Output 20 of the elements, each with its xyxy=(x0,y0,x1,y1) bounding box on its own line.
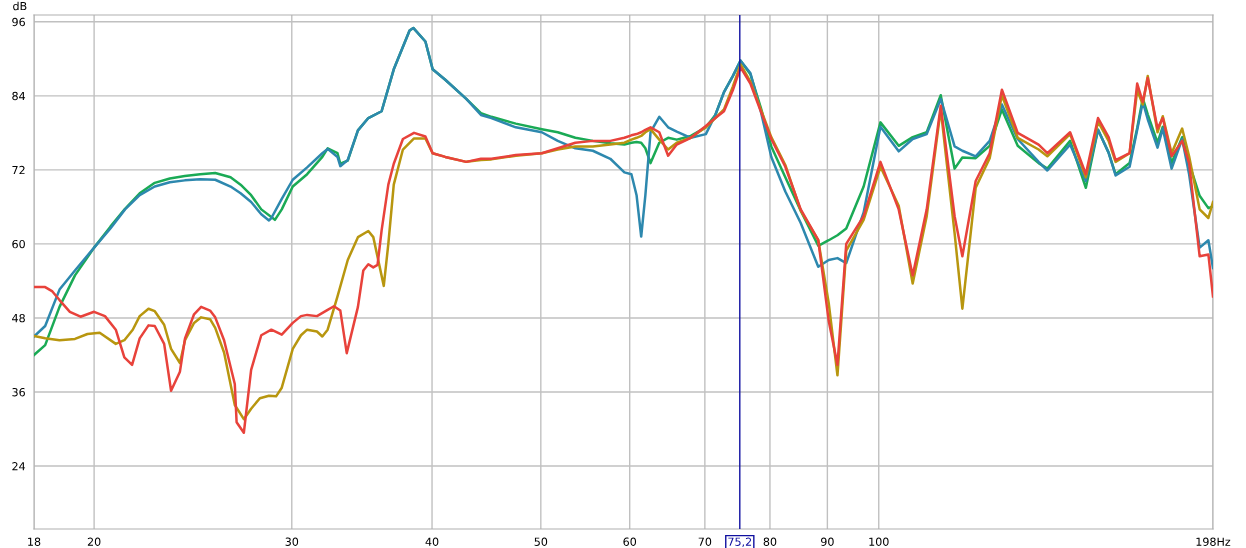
y-tick-label: 36 xyxy=(12,387,25,397)
x-tick-label: 80 xyxy=(763,537,777,546)
x-tick-label: 90 xyxy=(821,537,834,546)
x-tick-label: 198Hz xyxy=(1196,537,1231,546)
y-tick-label: 96 xyxy=(12,17,25,27)
x-tick-label: 30 xyxy=(285,537,299,546)
y-axis-title: dB xyxy=(13,1,27,11)
x-tick-label: 20 xyxy=(87,537,101,546)
x-tick-label: 100 xyxy=(869,537,889,546)
y-tick-label: 84 xyxy=(12,91,26,101)
y-tick-label: 48 xyxy=(12,313,25,323)
y-tick-label: 24 xyxy=(12,462,26,471)
x-tick-label: 40 xyxy=(425,537,439,546)
x-tick-label: 18 xyxy=(28,537,41,546)
x-tick-label: 70 xyxy=(698,537,712,546)
ref-line-label: 75,2 xyxy=(728,537,752,548)
x-tick-label: 50 xyxy=(534,537,548,546)
y-tick-label: 72 xyxy=(12,165,25,175)
y-tick-label: 60 xyxy=(12,239,25,249)
x-tick-label: 60 xyxy=(623,537,637,546)
